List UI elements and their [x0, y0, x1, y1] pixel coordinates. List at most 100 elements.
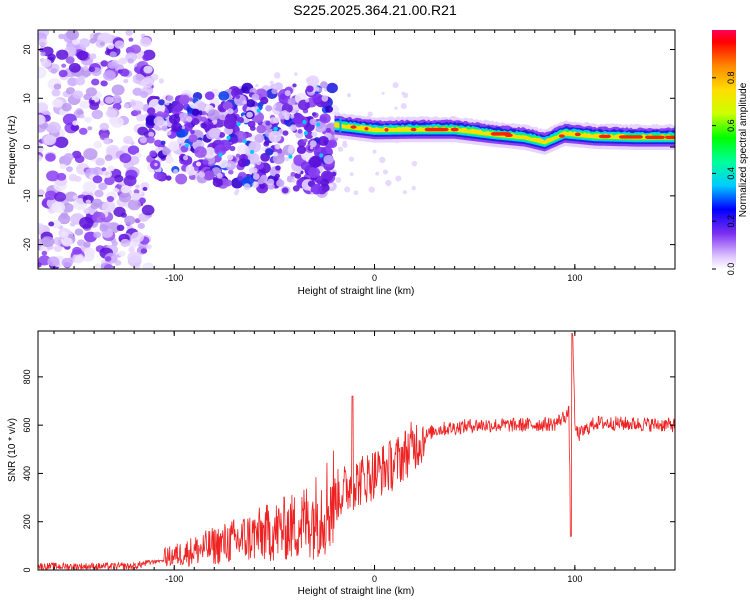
heatmap-cell	[348, 156, 355, 162]
heatmap-cell	[212, 177, 223, 188]
heatmap-cell	[76, 50, 89, 61]
heatmap-cell	[269, 80, 274, 85]
heatmap-cell	[102, 70, 116, 81]
heatmap-cell	[320, 81, 328, 89]
heatmap-cell	[349, 172, 354, 177]
heatmap-cell	[385, 179, 392, 187]
heatmap-cell	[294, 172, 302, 179]
heatmap-cell	[316, 122, 321, 127]
heatmap-cell	[127, 251, 142, 264]
heatmap-cell	[342, 142, 348, 148]
colorbar-tick-label: 0.2	[726, 215, 736, 228]
heatmap-cell	[319, 153, 324, 158]
y-tick-label: 10	[22, 93, 32, 103]
heatmap-cell	[45, 152, 56, 162]
heatmap-cell	[243, 183, 251, 191]
heatmap-cell	[72, 246, 82, 255]
colorbar-tick-label: 0.8	[726, 72, 736, 85]
heatmap-cell	[38, 38, 48, 47]
colorbar-tick-label: 0.4	[726, 167, 736, 180]
heatmap-cell	[41, 236, 55, 248]
heatmap-cell	[70, 123, 80, 132]
heatmap-cell	[178, 95, 190, 105]
heatmap-cell	[146, 244, 152, 250]
heatmap-cell	[38, 154, 43, 163]
heatmap-cell	[137, 222, 145, 229]
heatmap-cell	[114, 40, 125, 49]
heatmap-cell	[125, 30, 133, 37]
heatmap-cell	[162, 148, 171, 156]
heatmap-cell	[282, 130, 289, 136]
x-tick-label: 100	[567, 574, 582, 584]
heatmap-cell	[311, 131, 318, 137]
heatmap-cell	[227, 108, 234, 115]
heatmap-cell	[267, 178, 275, 186]
heatmap-cell	[208, 127, 221, 139]
heatmap-cell	[99, 122, 110, 131]
heatmap-cell	[254, 133, 265, 143]
snr-axes: -100 0 100 0 200 400 600 800	[22, 331, 676, 584]
heatmap-cell	[175, 173, 188, 185]
heatmap-cell	[307, 166, 321, 178]
heatmap-cell	[99, 224, 109, 232]
heatmap-cell	[40, 51, 46, 57]
carrier-peak	[618, 135, 643, 139]
heatmap-cell	[132, 87, 143, 96]
y-tick-label: -20	[22, 238, 32, 251]
heatmap-cell	[400, 103, 407, 110]
heatmap-cell	[51, 89, 61, 97]
heatmap-cell	[102, 170, 113, 178]
heatmap-cell	[237, 175, 244, 181]
heatmap-cell	[194, 166, 199, 171]
heatmap-cell	[60, 231, 69, 239]
heatmap-cell	[186, 115, 193, 123]
snr-xlabel: Height of straight line (km)	[298, 586, 415, 597]
heatmap-cell	[264, 140, 270, 146]
heatmap-cell	[177, 137, 184, 145]
snr-panel: -100 0 100 0 200 400 600 800 Height of straight…	[7, 330, 676, 597]
x-tick-label: 0	[372, 574, 377, 584]
carrier-peak	[574, 132, 581, 137]
heatmap-cell	[274, 173, 280, 179]
heatmap-cell	[250, 149, 255, 154]
heatmap-cell	[188, 97, 194, 102]
heatmap-cell	[294, 72, 298, 76]
heatmap-cell	[107, 61, 117, 69]
heatmap-cell	[203, 147, 216, 159]
heatmap-cell	[246, 111, 253, 118]
heatmap-cell	[113, 206, 126, 218]
heatmap-cell	[235, 189, 240, 194]
heatmap-cell	[312, 93, 323, 103]
heatmap-cell	[46, 170, 60, 182]
heatmap-cell	[61, 257, 74, 268]
heatmap-cell	[291, 109, 297, 114]
x-tick-label: 100	[567, 273, 582, 283]
heatmap-cell	[101, 167, 107, 172]
heatmap-cell	[202, 159, 209, 165]
heatmap-cell	[104, 256, 112, 262]
snr-series	[38, 333, 675, 570]
heatmap-cell	[154, 162, 158, 167]
heatmap-cell	[402, 92, 409, 99]
heatmap-cell	[271, 88, 278, 95]
heatmap-cell	[84, 116, 92, 123]
heatmap-cell	[153, 116, 165, 126]
heatmap-cell	[337, 146, 344, 152]
heatmap-cell	[247, 120, 256, 128]
heatmap-cell	[296, 170, 301, 175]
heatmap-cell	[287, 97, 296, 106]
heatmap-cell	[77, 109, 84, 116]
colorbar-tick-label: 0.6	[726, 119, 736, 132]
heatmap-cell	[273, 72, 281, 79]
heatmap-cell	[131, 192, 141, 201]
heatmap-cell	[166, 95, 174, 102]
x-tick-label: -100	[165, 273, 183, 283]
heatmap-cell	[305, 77, 311, 83]
heatmap-cell	[327, 139, 338, 149]
heatmap-cell	[302, 119, 307, 124]
heatmap-cell	[284, 90, 291, 97]
heatmap-cell	[116, 224, 125, 232]
heatmap-cell	[119, 68, 130, 77]
heatmap-cell	[411, 185, 416, 191]
heatmap-cell	[191, 108, 200, 117]
